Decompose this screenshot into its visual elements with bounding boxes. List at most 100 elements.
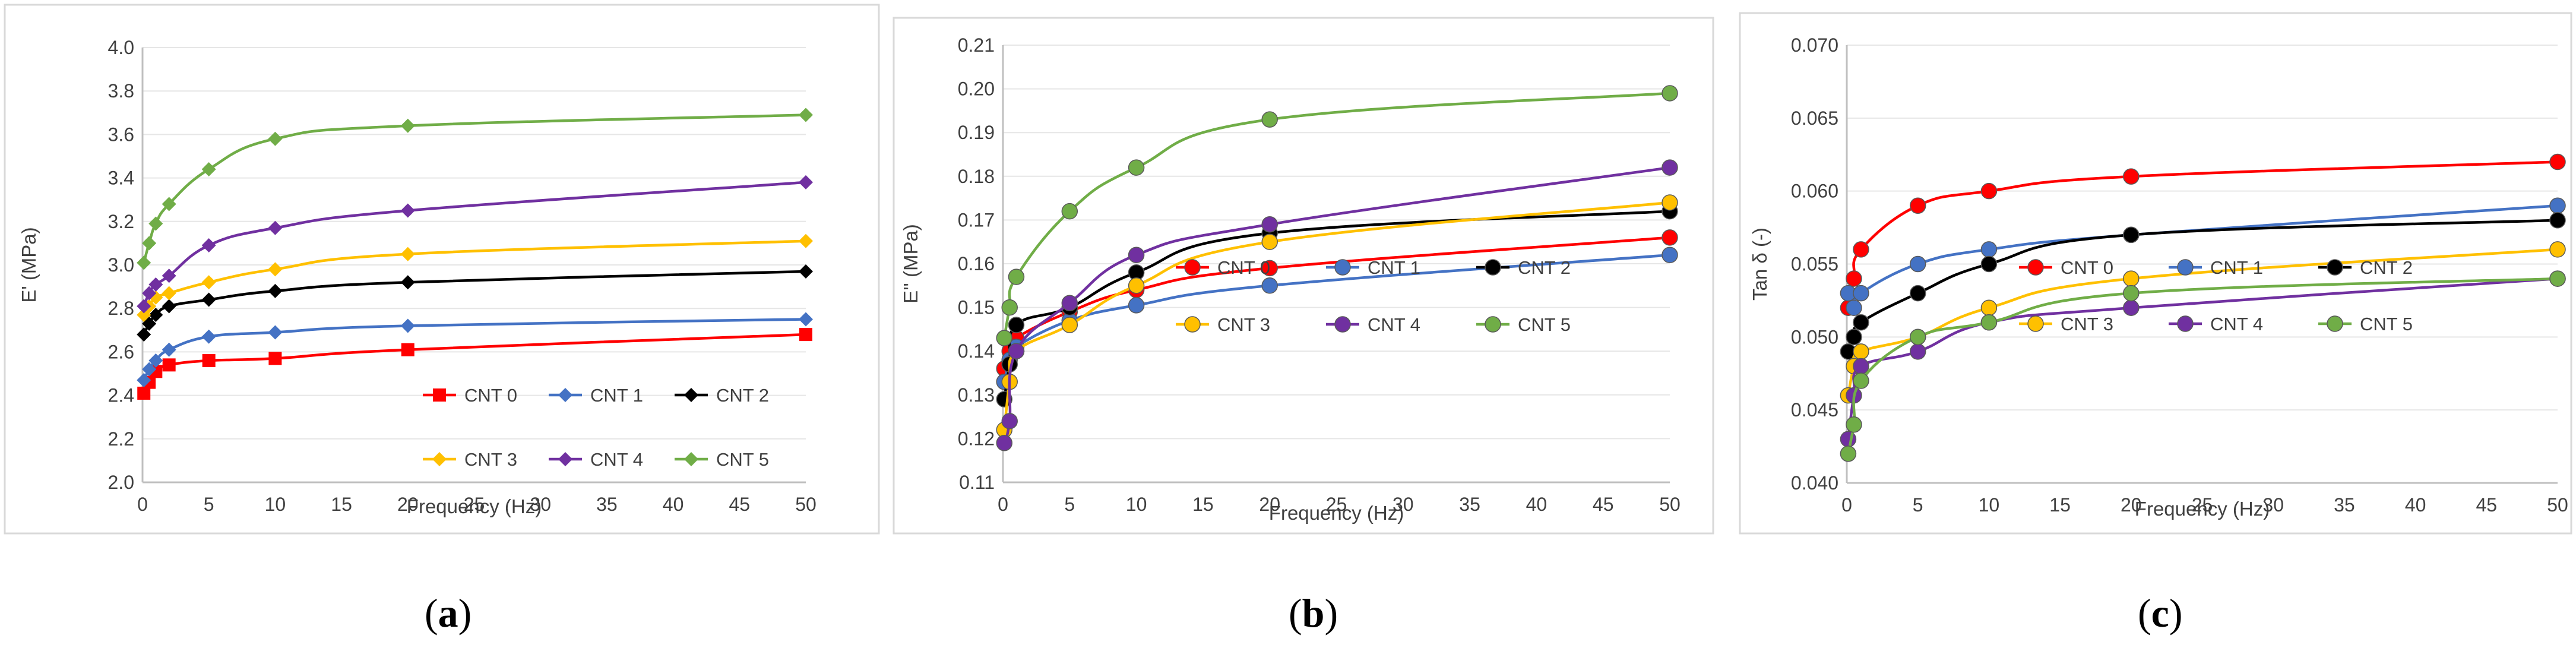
caption-open-paren: ( [2138, 590, 2151, 636]
data-point [201, 238, 216, 253]
legend-label: CNT 2 [2360, 257, 2413, 278]
data-point [1853, 358, 1869, 375]
data-point [202, 354, 216, 368]
x-tick-label: 35 [2334, 494, 2355, 516]
legend-item: CNT 4 [549, 449, 643, 470]
data-point [1261, 111, 1278, 128]
data-point [1261, 216, 1278, 233]
x-tick-label: 10 [1979, 494, 2000, 516]
series-cnt-4 [996, 159, 1678, 451]
data-point [268, 352, 282, 365]
legend-label: CNT 3 [2061, 314, 2113, 334]
data-point [162, 197, 176, 211]
data-point [1846, 328, 1862, 346]
x-axis-title: Frequency (Hz) [1269, 502, 1404, 524]
data-point [1662, 229, 1678, 246]
x-tick-label: 20 [2121, 494, 2142, 516]
x-tick-label: 30 [530, 494, 551, 515]
legend-swatch-marker [432, 452, 447, 466]
legend-item: CNT 5 [675, 449, 769, 470]
legend-label: CNT 3 [1217, 314, 1270, 335]
data-point [1846, 270, 1862, 287]
data-point [268, 283, 283, 298]
legend-item: CNT 0 [2019, 257, 2113, 278]
data-point [2549, 153, 2566, 170]
legend-swatch-marker [1485, 259, 1501, 276]
x-tick-label: 15 [2049, 494, 2071, 516]
data-point [1980, 241, 1998, 258]
data-point [400, 247, 415, 261]
data-point [2549, 241, 2566, 258]
y-axis-title: Tan δ (-) [1749, 228, 1771, 301]
series-cnt-3 [137, 233, 813, 323]
y-tick-label: 0.14 [958, 340, 995, 362]
legend-item: CNT 0 [1176, 257, 1270, 278]
data-point [1061, 295, 1078, 311]
chart-frame [4, 4, 880, 535]
panel-caption: (c) [2138, 590, 2183, 636]
x-tick-label: 50 [1659, 494, 1681, 515]
data-point [1909, 343, 1926, 360]
data-point [2123, 285, 2140, 302]
y-tick-label: 3.6 [108, 124, 134, 145]
x-tick-label: 45 [729, 494, 751, 515]
data-point [148, 216, 163, 231]
series-cnt-5 [1840, 270, 2566, 462]
legend-label: CNT 0 [464, 385, 517, 406]
y-tick-label: 0.19 [958, 122, 995, 143]
gridlines [1847, 45, 2558, 411]
x-tick-label: 5 [204, 494, 214, 515]
legend-label: CNT 4 [2210, 314, 2263, 334]
data-point [400, 118, 415, 133]
data-point [1909, 285, 1926, 302]
legend-swatch-marker [684, 452, 698, 466]
data-point [1840, 446, 1857, 462]
chart-frame [893, 17, 1714, 535]
data-point [799, 233, 813, 248]
series-cnt-1 [137, 312, 813, 387]
legend-label: CNT 0 [1217, 257, 1270, 278]
x-tick-label: 30 [2262, 494, 2284, 516]
y-tick-label: 0.11 [959, 472, 995, 493]
data-point [2549, 197, 2566, 214]
x-tick-label: 40 [1526, 494, 1548, 515]
data-point [1128, 247, 1145, 264]
data-point [1980, 255, 1998, 273]
x-tick-label: 25 [464, 494, 485, 515]
caption-letter: a [438, 590, 458, 636]
y-tick-label: 0.13 [958, 384, 995, 406]
data-point [1909, 255, 1926, 273]
data-point [162, 358, 176, 372]
data-point [1853, 285, 1869, 302]
legend-item: CNT 2 [1476, 257, 1571, 278]
legend-label: CNT 1 [590, 385, 643, 406]
chart-panel-b: 0.11 0.12 0.13 0.14 0.15 0.16 0.17 0.18 0.19 0.20… [893, 17, 1714, 636]
legend-swatch-marker [2177, 259, 2194, 276]
data-point [1008, 343, 1025, 359]
y-tick-label: 0.050 [1791, 326, 1838, 347]
data-point [162, 299, 176, 314]
data-point [1001, 413, 1018, 429]
x-tick-label: 25 [2192, 494, 2213, 516]
data-point [162, 342, 176, 357]
x-tick-label: 30 [1393, 494, 1414, 515]
legend-item: CNT 5 [2318, 314, 2413, 334]
y-tick-labels: 0.11 0.12 0.13 0.14 0.15 0.16 0.17 0.18 0.19 0.20… [958, 34, 995, 493]
y-tick-label: 0.060 [1791, 181, 1838, 202]
data-point [268, 131, 283, 146]
data-point [799, 175, 813, 189]
legend-label: CNT 4 [1368, 314, 1420, 335]
data-point [1909, 328, 1926, 346]
data-point [1261, 260, 1278, 277]
data-point [268, 220, 283, 235]
y-axis-title: E'' (MPa) [900, 224, 922, 304]
chart-frame [1739, 12, 2572, 535]
legend-swatch-marker [558, 452, 572, 466]
legend-item: CNT 3 [1176, 314, 1270, 335]
data-point [1261, 277, 1278, 294]
y-tick-label: 2.2 [108, 428, 134, 450]
legend-item: CNT 4 [2169, 314, 2263, 334]
data-point [201, 292, 216, 307]
legend-swatch-marker [2327, 315, 2343, 332]
legend-label: CNT 5 [716, 449, 769, 470]
